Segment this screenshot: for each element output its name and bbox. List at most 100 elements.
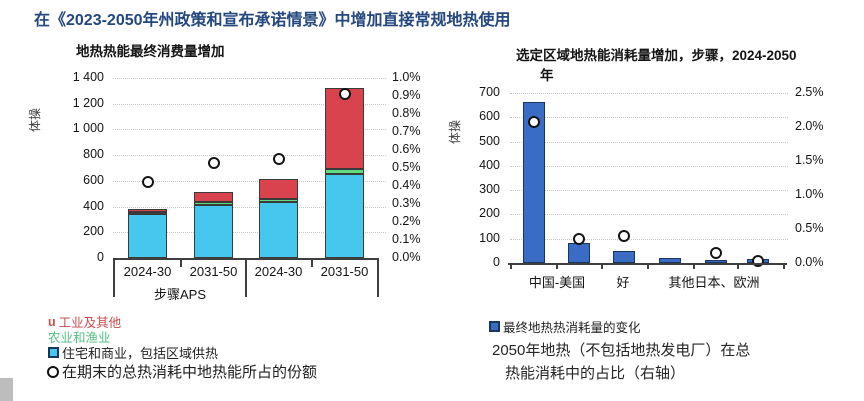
axis-minor-tick (693, 263, 695, 269)
page-title: 在《2023-2050年州政策和宣布承诺情景》中增加直接常规地热使用 (34, 12, 511, 29)
bar-segment-agriculture (194, 202, 233, 205)
right-chart-caption: 2050年地热（不包括地热发电厂）在总 热能消耗中的占比（右轴） (492, 340, 852, 385)
gridline (510, 214, 788, 216)
axis-minor-tick (783, 263, 785, 269)
y-axis-tick-label: 0 (97, 250, 104, 264)
legend-agriculture: 农业和渔业 (48, 327, 111, 346)
share-dot (752, 255, 764, 267)
caption-line2: 热能消耗中的占比（右轴） (505, 364, 686, 382)
axis-minor-tick (556, 263, 558, 269)
legend-industry-label: 工业及其他 (58, 316, 122, 330)
y-axis-tick-label: 0 (493, 255, 500, 269)
gridline (113, 155, 386, 157)
legend-final-consumption-label: 最终地热热消耗量的变化 (503, 321, 641, 335)
bar-segment-industry (194, 192, 233, 203)
x-category-label: 好 (616, 275, 630, 290)
y-axis-tick-label: 1 400 (72, 70, 104, 84)
gridline (113, 232, 386, 234)
axis-minor-tick (311, 258, 313, 267)
gridline (113, 78, 386, 79)
share-circle-icon (47, 365, 59, 378)
axis-minor-tick (180, 258, 182, 267)
bar-final-consumption (613, 250, 635, 263)
bar-segment-residential (325, 173, 364, 258)
pct-axis-tick-label: 0.0% (795, 255, 824, 269)
industry-marker-icon: u (48, 314, 56, 329)
y-axis-tick-label: 700 (479, 85, 500, 99)
pct-axis-tick-label: 0.0% (392, 250, 421, 264)
bar-segment-agriculture (259, 198, 298, 203)
x-category-label: 中国-美国 (528, 275, 586, 290)
y-axis-tick-label: 500 (479, 133, 500, 148)
axis-minor-tick (510, 263, 512, 269)
bar-segment-residential (259, 202, 298, 258)
gridline (510, 190, 788, 192)
pct-axis-tick-label: 0.4% (392, 178, 421, 192)
share-dot (272, 153, 285, 165)
y-axis-tick-label: 600 (479, 109, 500, 124)
axis-minor-tick (737, 263, 739, 269)
gridline (113, 180, 386, 182)
y-axis-tick-label: 800 (83, 147, 104, 162)
share-dot (207, 156, 220, 169)
bar-final-consumption (659, 258, 681, 263)
gridline (510, 165, 788, 167)
right-chart-title-line1: 选定区域地热能消耗量增加，步骤，2024-2050 (516, 48, 797, 63)
x-category-label: 其他日本、欧洲 (668, 275, 760, 290)
legend-share-dot: 在期末的总热消耗中地热能所占的份额 (47, 361, 317, 382)
bar-segment-industry (128, 209, 167, 213)
pct-axis-tick-label: 0.6% (392, 142, 421, 156)
bar-segment-residential (128, 214, 167, 258)
y-axis-tick-label: 1 200 (72, 95, 104, 110)
y-axis-tick-label: 200 (83, 224, 104, 239)
y-axis-tick-label: 200 (479, 206, 500, 221)
legend-industry: u 工业及其他 (48, 312, 121, 331)
share-dot (710, 246, 722, 259)
y-axis-tick-label: 100 (479, 230, 500, 245)
x-group-label: 步骤APS (153, 287, 207, 302)
legend-residential: 住宅和商业，包括区域供热 (48, 343, 218, 362)
pct-axis-tick-label: 0.1% (392, 232, 421, 246)
caption-line1: 2050年地热（不包括地热发电厂）在总 (492, 342, 751, 359)
share-dot (141, 176, 154, 189)
bar-final-consumption (705, 260, 727, 263)
bar-segment-industry (259, 178, 298, 199)
gridline (510, 238, 788, 240)
pct-axis-tick-label: 1.0% (795, 187, 824, 201)
residential-square-icon (48, 347, 59, 358)
legend-share-label: 在期末的总热消耗中地热能所占的份额 (62, 364, 318, 381)
pct-axis-tick-label: 0.7% (392, 124, 421, 138)
left-chart-title: 地热热能最终消费量增加 (76, 44, 225, 59)
pct-axis-tick-label: 0.5% (795, 221, 824, 235)
x-category-label: 2031-50 (189, 264, 238, 279)
x-category-label: 2024-30 (254, 264, 303, 279)
axis-minor-tick (647, 263, 649, 269)
gridline (510, 117, 788, 119)
bar-segment-agriculture (128, 212, 167, 215)
bar-segment-industry (325, 87, 364, 169)
share-dot (528, 115, 540, 128)
right-chart-title: 选定区域地热能消耗量增加，步骤，2024-2050 年 (516, 46, 852, 87)
x-category-label: 2031-50 (320, 264, 369, 279)
pct-axis-tick-label: 2.0% (795, 119, 824, 133)
y-axis-tick-label: 400 (479, 157, 500, 172)
window-corner-fragment (0, 378, 13, 401)
y-axis-tick-label: 300 (479, 182, 500, 197)
pct-axis-tick-label: 1.5% (795, 153, 824, 167)
axis-minor-tick (601, 263, 603, 269)
legend-agriculture-label: 农业和渔业 (48, 331, 111, 345)
pct-axis-tick-label: 0.9% (392, 88, 421, 102)
axis-group-divider (113, 258, 115, 297)
gridline (510, 141, 788, 143)
bar-final-consumption (568, 243, 590, 263)
pct-axis-tick-label: 0.8% (392, 106, 421, 120)
bar-segment-agriculture (325, 168, 364, 174)
y-axis-tick-label: 600 (83, 172, 104, 187)
legend-final-consumption: 最终地热热消耗量的变化 (489, 317, 641, 336)
y-axis-tick-label: 400 (83, 198, 104, 213)
pct-axis-tick-label: 2.5% (795, 85, 824, 99)
pct-axis-tick-label: 0.3% (392, 196, 421, 210)
